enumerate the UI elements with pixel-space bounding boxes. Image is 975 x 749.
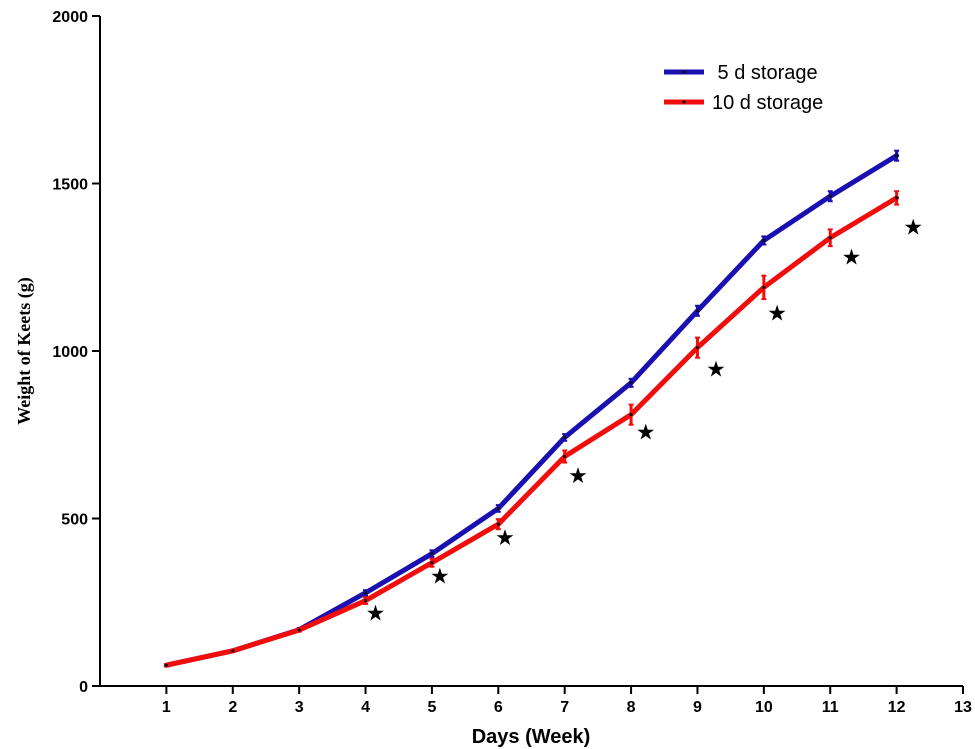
y-tick-label: 0	[79, 679, 88, 696]
legend-item-2: 10 d storage	[664, 92, 823, 114]
y-tick-label: 500	[61, 512, 88, 529]
significance-star: ★	[636, 420, 656, 445]
x-tick-label: 11	[822, 699, 839, 716]
significance-markers: ★ ★ ★ ★ ★ ★ ★ ★ ★	[366, 215, 923, 626]
data-point	[629, 413, 633, 417]
x-tick-label: 1	[162, 699, 171, 716]
data-point	[695, 346, 700, 350]
data-point	[895, 196, 899, 200]
series-1	[163, 149, 900, 668]
data-point	[695, 309, 700, 313]
y-axis-title: Weight of Keets (g)	[14, 277, 35, 424]
x-axis-title: Days (Week)	[472, 726, 591, 748]
y-tick-label: 1000	[52, 344, 88, 361]
data-point	[430, 552, 434, 556]
series-line	[163, 153, 900, 668]
x-tick-label: 2	[228, 699, 237, 716]
x-tick-label: 10	[755, 699, 773, 716]
data-point	[762, 238, 766, 243]
series-line	[163, 195, 900, 668]
data-point	[828, 194, 832, 198]
significance-star: ★	[366, 601, 386, 626]
data-point	[496, 506, 500, 511]
x-tick-label: 12	[888, 699, 906, 716]
legend-label: 10 d storage	[712, 92, 823, 114]
data-point	[430, 561, 434, 565]
legend-marker	[682, 70, 686, 74]
data-point	[629, 381, 633, 385]
x-tick-label: 9	[693, 699, 702, 716]
series-2	[163, 190, 900, 668]
data-point	[895, 154, 899, 158]
x-tick-label: 4	[361, 699, 370, 716]
data-point	[297, 628, 301, 632]
significance-star: ★	[903, 215, 923, 240]
data-point	[563, 454, 567, 459]
significance-star: ★	[706, 357, 726, 382]
x-tick-label: 8	[627, 699, 636, 716]
data-point	[164, 663, 168, 667]
significance-star: ★	[495, 526, 515, 551]
significance-star: ★	[568, 464, 588, 489]
data-point	[363, 598, 368, 603]
x-tick-label: 7	[560, 699, 569, 716]
series-layer	[163, 149, 900, 668]
data-point	[363, 591, 368, 595]
x-tick-label: 5	[427, 699, 436, 716]
legend-item-1: 5 d storage	[664, 62, 818, 84]
significance-star: ★	[767, 301, 787, 326]
significance-star: ★	[842, 246, 862, 271]
y-tick-label: 1500	[52, 177, 88, 194]
x-tick-label: 6	[494, 699, 503, 716]
data-point	[231, 649, 235, 653]
x-tick-label: 3	[295, 699, 304, 716]
legend-marker	[682, 100, 686, 104]
y-tick-label: 2000	[52, 9, 88, 26]
legend-label: 5 d storage	[712, 62, 818, 84]
x-tick-label: 13	[954, 699, 972, 716]
data-point	[496, 522, 500, 526]
y-axis: 0 500 1000 1500 2000	[52, 9, 101, 696]
legend: 5 d storage 10 d storage	[664, 62, 823, 114]
data-point	[828, 236, 832, 240]
x-axis: 1 2 3 4 5 6 7 8 9 10 11 12 13	[100, 685, 972, 716]
significance-star: ★	[430, 564, 450, 589]
data-point	[563, 435, 567, 440]
data-point	[762, 285, 766, 289]
